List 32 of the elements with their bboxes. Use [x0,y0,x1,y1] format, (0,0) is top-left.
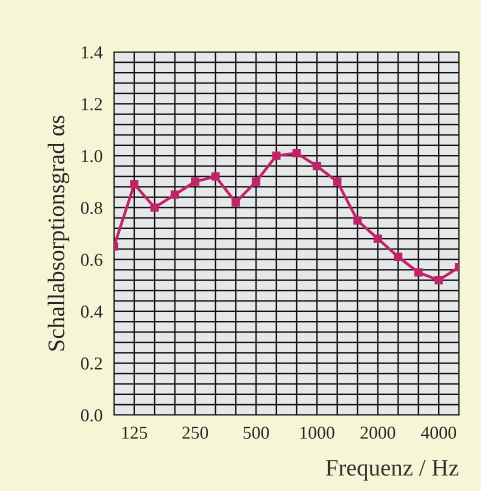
x-axis-title: Frequenz / Hz [326,460,458,481]
x-tick-label: 1000 [300,426,334,439]
y-tick-label: 1.0 [82,150,102,162]
x-tick-label: 250 [182,426,208,439]
point [394,252,402,262]
y-tick-label: 0.2 [81,357,102,370]
point [374,234,382,243]
point [292,148,301,158]
point [232,198,240,207]
y-tick-label: 0.6 [81,254,102,266]
point [211,172,220,181]
y-tick-label: 0.8 [81,202,102,214]
y-tick-label: 1.4 [82,46,103,59]
y-tick-label: 0.0 [81,409,102,422]
y-tick-label: 1.2 [82,98,102,110]
point [252,177,260,186]
point [414,268,423,277]
point [191,177,200,186]
x-tick-label: 2000 [360,426,396,439]
point [130,180,138,188]
x-tick-label: 500 [244,426,269,439]
point [170,190,180,199]
x-tick-label: 125 [122,426,148,439]
point [353,216,362,225]
point [333,177,342,186]
point [272,152,281,160]
y-tick-label: 0.4 [81,306,103,318]
point [312,162,322,170]
point [150,203,159,212]
point [434,276,443,284]
y-axis-title: Schallabsorptionsgrad αs [48,116,70,351]
x-tick-label: 4000 [421,426,456,439]
